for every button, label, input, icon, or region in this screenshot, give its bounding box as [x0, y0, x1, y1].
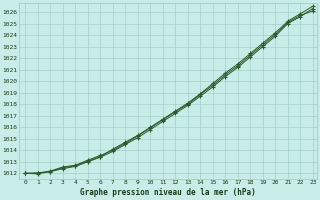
- X-axis label: Graphe pression niveau de la mer (hPa): Graphe pression niveau de la mer (hPa): [80, 188, 256, 197]
